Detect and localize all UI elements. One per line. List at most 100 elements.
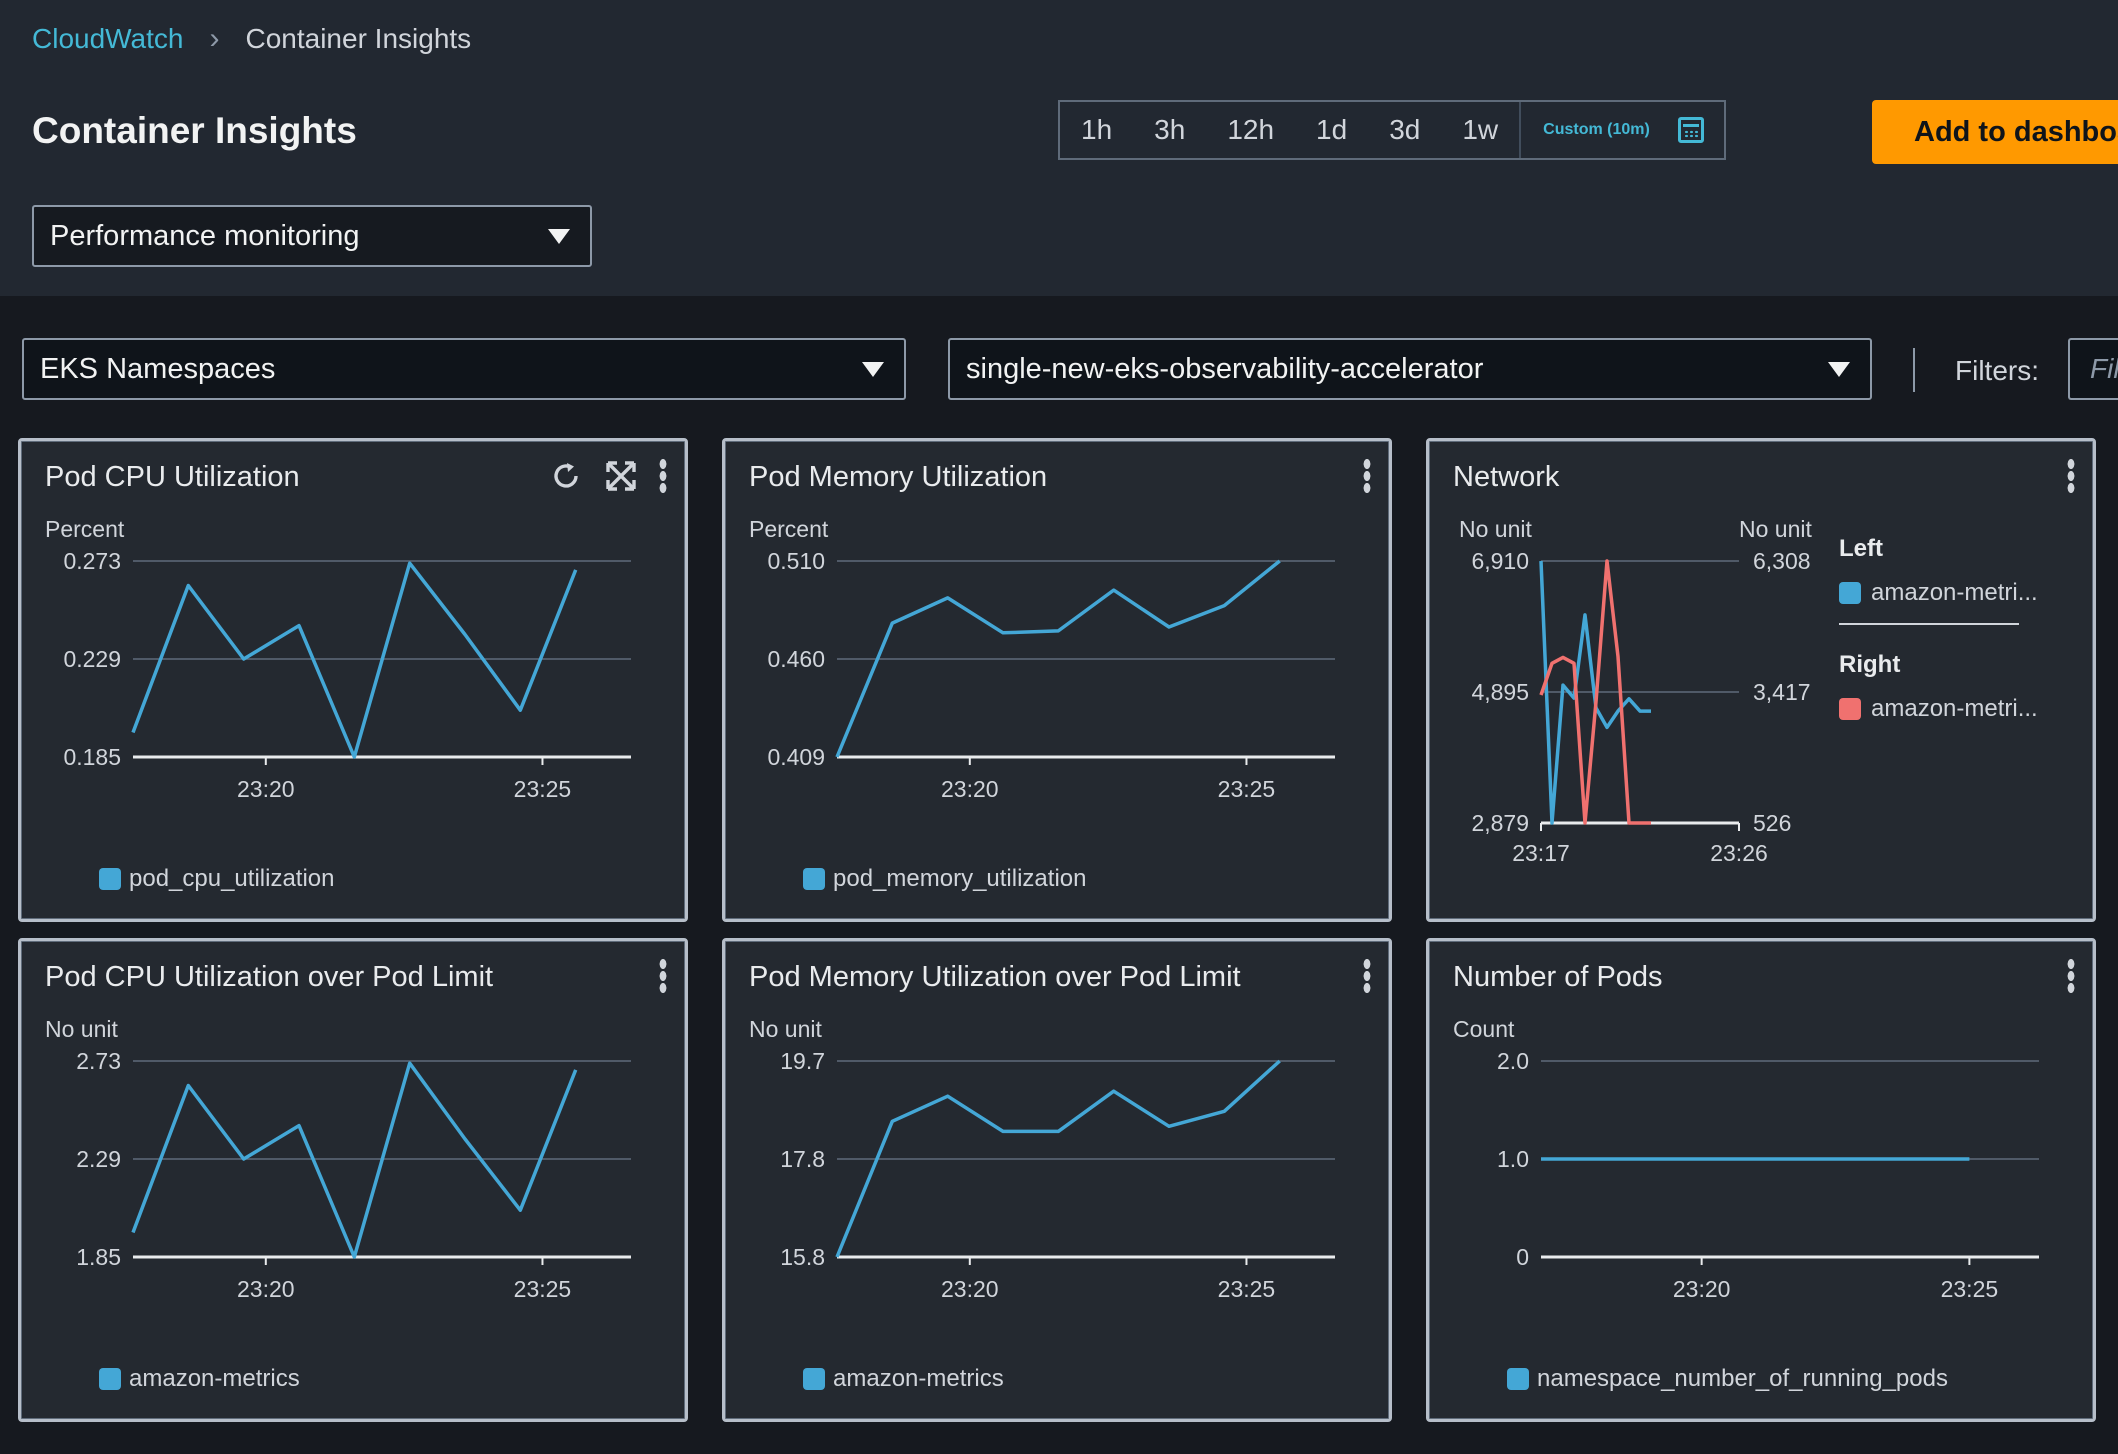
legend-right-item[interactable]: amazon-metri... <box>1839 695 2039 723</box>
legend-swatch <box>803 1368 825 1390</box>
legend-swatch <box>1839 698 1861 720</box>
panel-tools <box>1363 459 1371 493</box>
y-axis-unit-right: No unit <box>1739 516 1812 542</box>
resource-type-select[interactable]: EKS Namespaces <box>22 338 906 400</box>
view-select[interactable]: Performance monitoring <box>32 205 592 267</box>
caret-down-icon <box>548 228 570 244</box>
y-tick-label: 1.0 <box>1497 1146 1529 1172</box>
series-line-right <box>1539 559 1651 825</box>
time-range-12h[interactable]: 12h <box>1227 114 1275 145</box>
y-tick-label: 0.185 <box>63 744 121 770</box>
filters-label: Filters: <box>1955 355 2039 386</box>
legend-right-title: Right <box>1839 651 1901 678</box>
network-chart: No unit No unit 6,910 6,308 4,895 3,417 2,879 5… <box>1459 516 1812 866</box>
y-tick-label-left: 6,910 <box>1471 548 1529 574</box>
legend-label: amazon-metrics <box>833 1365 1004 1392</box>
time-range-1d[interactable]: 1d <box>1316 114 1348 145</box>
panel-pod-cpu-utilization: Pod CPU Utilization Percent 0.273 0.229 0.1… <box>18 438 688 922</box>
caret-down-icon <box>862 361 884 377</box>
cluster-select-value: single-new-eks-observability-accelerator <box>966 352 1484 385</box>
breadcrumb-cloudwatch-link[interactable]: CloudWatch <box>32 23 184 54</box>
y-tick-label: 15.8 <box>780 1244 825 1270</box>
y-tick-label: 0.229 <box>63 646 121 672</box>
breadcrumb: CloudWatch › Container Insights <box>32 22 471 56</box>
network-legend: Left amazon-metri... Right amazon-metri.… <box>1839 535 2039 723</box>
series-line <box>131 561 578 759</box>
view-select-value: Performance monitoring <box>50 219 360 252</box>
time-range-1w[interactable]: 1w <box>1462 114 1499 145</box>
panel-title: Network <box>1453 461 1560 493</box>
x-tick-label: 23:20 <box>1673 1276 1731 1302</box>
y-tick-label: 0 <box>1516 1244 1529 1270</box>
y-tick-label: 0.273 <box>63 548 121 574</box>
panel-title: Pod Memory Utilization <box>749 461 1048 493</box>
series-line <box>835 1059 1281 1258</box>
x-tick-label: 23:17 <box>1512 840 1570 866</box>
more-options-icon[interactable] <box>659 959 667 993</box>
more-options-icon[interactable] <box>1363 959 1371 993</box>
page-title: Container Insights <box>32 110 357 151</box>
y-tick-label: 2.0 <box>1497 1048 1529 1074</box>
legend-label: pod_memory_utilization <box>833 865 1087 892</box>
panel-title: Pod CPU Utilization over Pod Limit <box>45 961 494 993</box>
legend-left-item[interactable]: amazon-metri... <box>1839 579 2039 607</box>
y-tick-label: 0.510 <box>767 548 825 574</box>
time-range-custom[interactable]: Custom (10m) <box>1519 102 1724 158</box>
panel-pod-cpu-over-limit: Pod CPU Utilization over Pod Limit No un… <box>18 938 688 1422</box>
chart-legend[interactable]: amazon-metrics <box>803 1365 1004 1393</box>
y-tick-label: 2.29 <box>76 1146 121 1172</box>
chart-legend[interactable]: pod_cpu_utilization <box>99 865 335 893</box>
y-tick-label: 17.8 <box>780 1146 825 1172</box>
x-tick-label: 23:20 <box>237 776 295 802</box>
more-options-icon[interactable] <box>2067 959 2075 993</box>
pod-cpu-chart: Percent 0.273 0.229 0.185 23:20 23:25 <box>45 516 631 802</box>
breadcrumb-current: Container Insights <box>245 23 472 54</box>
refresh-icon[interactable] <box>549 459 583 493</box>
y-tick-label: 0.460 <box>767 646 825 672</box>
y-tick-label: 19.7 <box>780 1048 825 1074</box>
add-to-dashboard-button[interactable]: Add to dashboard <box>1872 100 2118 164</box>
panel-title: Number of Pods <box>1453 961 1663 993</box>
legend-label: pod_cpu_utilization <box>129 865 335 892</box>
y-axis-unit-left: No unit <box>1459 516 1532 542</box>
legend-swatch <box>99 1368 121 1390</box>
chart-legend[interactable]: amazon-metrics <box>99 1365 300 1393</box>
legend-label: namespace_number_of_running_pods <box>1537 1365 1948 1392</box>
page-header: CloudWatch › Container Insights Containe… <box>0 0 2118 296</box>
y-tick-label: 2.73 <box>76 1048 121 1074</box>
more-options-icon[interactable] <box>659 459 667 493</box>
x-tick-label: 23:25 <box>514 1276 572 1302</box>
fullscreen-icon[interactable] <box>605 460 637 492</box>
time-range-selector: 1h 3h 12h 1d 3d 1w Custom (10m) <box>1058 100 1726 160</box>
legend-divider <box>1839 623 2019 625</box>
legend-left-title: Left <box>1839 535 1883 562</box>
x-tick-label: 23:26 <box>1710 840 1768 866</box>
more-options-icon[interactable] <box>2067 459 2075 493</box>
legend-swatch <box>803 868 825 890</box>
y-axis-unit: No unit <box>45 1016 118 1042</box>
filter-input[interactable]: Filter <box>2068 338 2118 400</box>
chart-legend[interactable]: namespace_number_of_running_pods <box>1507 1365 1948 1393</box>
y-tick-label: 0.409 <box>767 744 825 770</box>
y-axis-unit: Percent <box>45 516 125 542</box>
panel-network: Network No unit No unit 6,910 6,308 4,895 3,4… <box>1426 438 2096 922</box>
time-range-1h[interactable]: 1h <box>1081 114 1113 145</box>
panel-title: Pod Memory Utilization over Pod Limit <box>749 961 1241 993</box>
y-tick-label-left: 2,879 <box>1471 810 1529 836</box>
cluster-select[interactable]: single-new-eks-observability-accelerator <box>948 338 1872 400</box>
legend-swatch <box>1507 1368 1529 1390</box>
legend-label: amazon-metri... <box>1871 579 2038 606</box>
time-range-3d[interactable]: 3d <box>1389 114 1421 145</box>
number-of-pods-chart: Count 2.0 1.0 0 23:20 23:25 <box>1453 1016 2039 1302</box>
panel-tools <box>1363 959 1371 993</box>
y-tick-label: 1.85 <box>76 1244 121 1270</box>
series-line <box>131 1061 578 1259</box>
caret-down-icon <box>1828 361 1850 377</box>
panel-tools <box>549 459 667 493</box>
more-options-icon[interactable] <box>1363 459 1371 493</box>
pod-memory-over-limit-chart: No unit 19.7 17.8 15.8 23:20 23:25 <box>749 1016 1335 1302</box>
time-range-3h[interactable]: 3h <box>1154 114 1186 145</box>
chart-legend[interactable]: pod_memory_utilization <box>803 865 1086 893</box>
x-tick-label: 23:25 <box>1218 776 1276 802</box>
x-tick-label: 23:25 <box>1218 1276 1276 1302</box>
